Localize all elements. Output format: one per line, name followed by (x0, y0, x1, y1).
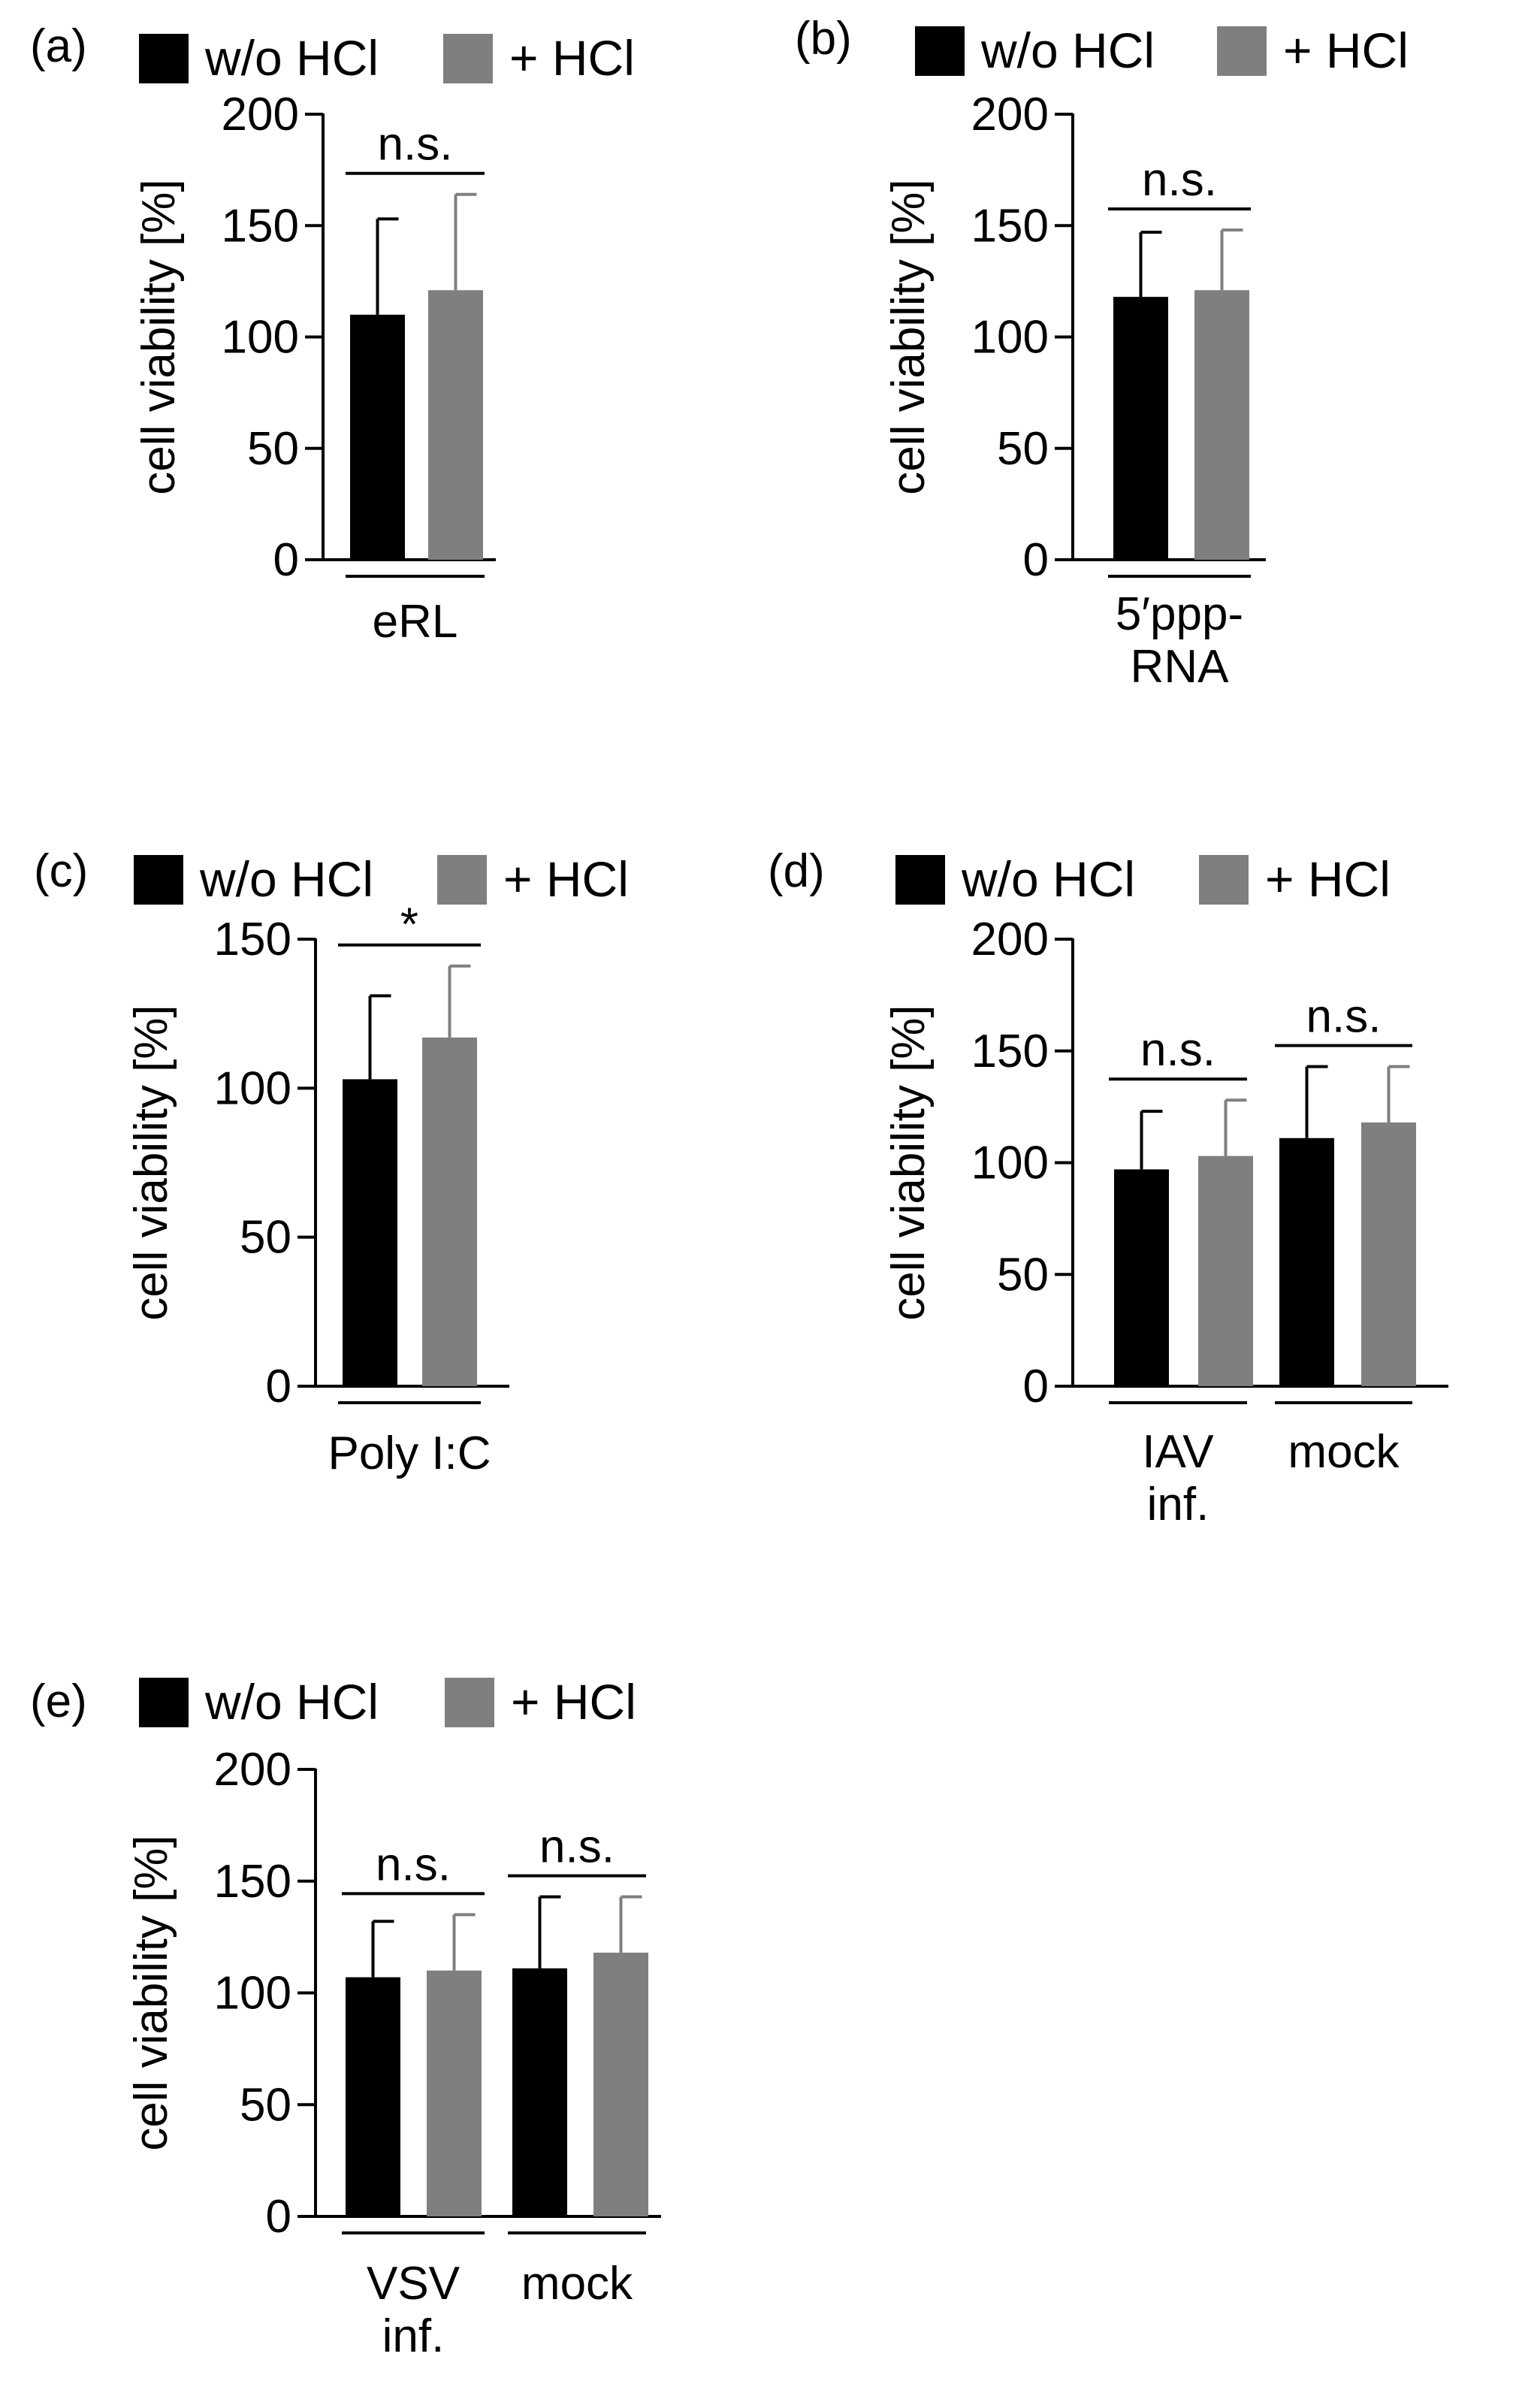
panel-label: (e) (30, 1675, 87, 1727)
significance-label: n.s. (1140, 1024, 1216, 1076)
bar-hcl (1198, 1156, 1253, 1386)
y-tick-label: 0 (1023, 534, 1049, 586)
panel-label: (a) (30, 20, 87, 72)
y-tick-label: 50 (247, 423, 299, 475)
significance-label: n.s. (539, 1821, 615, 1873)
chart-panel-c: (c) w/o HCl + HCl cell viability [%] 0 50 100 1… (34, 845, 629, 1479)
y-tick-label: 50 (240, 1212, 291, 1264)
y-tick-label: 0 (266, 1361, 291, 1412)
legend-label: w/o HCl (199, 851, 373, 907)
legend-swatch (139, 1678, 189, 1727)
y-tick-label: 200 (971, 914, 1049, 965)
panel-label: (d) (768, 845, 825, 897)
chart-panel-a: (a) w/o HCl + HCl cell viability [%] 0 50 100 1… (30, 20, 635, 648)
y-tick-label: 150 (971, 1026, 1049, 1077)
category-label: RNA (1131, 641, 1230, 693)
y-tick-label: 50 (240, 2079, 291, 2131)
y-axis-title: cell viability [%] (883, 179, 935, 494)
category-label: mock (1288, 1426, 1400, 1478)
category-label: Poly I:C (328, 1428, 491, 1479)
bar-hcl (1361, 1122, 1416, 1386)
legend-label: w/o HCl (204, 1674, 379, 1730)
bar-hcl (428, 290, 483, 560)
category-label: mock (521, 2258, 633, 2310)
legend-swatch (1199, 855, 1249, 905)
y-tick-label: 100 (971, 1138, 1049, 1189)
legend-swatch (437, 855, 487, 905)
significance-label: n.s. (1306, 991, 1382, 1043)
legend-label: + HCl (509, 30, 635, 86)
y-tick-label: 150 (222, 200, 299, 252)
panel-label: (c) (34, 845, 88, 897)
bar-hcl (1194, 290, 1249, 560)
legend-swatch (1217, 26, 1267, 76)
bar-wo-hcl (1114, 1169, 1169, 1386)
category-label: VSV (367, 2258, 461, 2310)
y-tick-label: 0 (1023, 1361, 1049, 1412)
bar-wo-hcl (1279, 1138, 1334, 1386)
y-tick-label: 100 (222, 312, 299, 364)
legend-swatch (895, 855, 945, 905)
bar-hcl (422, 1037, 477, 1386)
legend-label: w/o HCl (204, 30, 379, 86)
bar-wo-hcl (1113, 297, 1168, 560)
y-tick-label: 200 (214, 1744, 291, 1796)
category-label: 5′ppp- (1116, 588, 1243, 640)
legend-label: + HCl (1283, 23, 1409, 78)
y-tick-label: 0 (273, 534, 299, 586)
bar-wo-hcl (512, 1968, 567, 2216)
y-tick-label: 0 (266, 2191, 291, 2243)
chart-panel-d: (d) w/o HCl + HCl cell viability [%] 0 50 100 1… (768, 845, 1448, 1530)
legend-swatch (915, 26, 965, 76)
legend-swatch (139, 34, 189, 83)
y-tick-label: 50 (997, 1249, 1049, 1301)
legend-label: + HCl (511, 1674, 636, 1730)
category-label: inf. (382, 2310, 445, 2362)
y-tick-label: 150 (971, 200, 1049, 252)
bar-wo-hcl (350, 314, 405, 560)
y-axis-title: cell viability [%] (883, 1005, 935, 1320)
chart-panel-e: (e) w/o HCl + HCl cell viability [%] 0 50 100 1… (30, 1674, 661, 2362)
bar-wo-hcl (346, 1977, 400, 2216)
category-label: eRL (373, 596, 458, 648)
y-tick-label: 150 (214, 1856, 291, 1908)
bar-wo-hcl (343, 1079, 397, 1386)
y-axis-title: cell viability [%] (133, 179, 185, 494)
legend-swatch (134, 855, 183, 905)
significance-label: n.s. (378, 119, 453, 171)
y-tick-label: 50 (997, 423, 1049, 475)
y-tick-label: 200 (971, 89, 1049, 140)
y-tick-label: 100 (971, 312, 1049, 364)
category-label: IAV (1142, 1426, 1214, 1478)
legend-label: w/o HCl (961, 851, 1135, 907)
significance-label: n.s. (376, 1838, 451, 1890)
legend-label: + HCl (1265, 851, 1391, 907)
bar-hcl (427, 1970, 482, 2216)
legend-swatch (443, 34, 493, 83)
category-label: inf. (1147, 1479, 1209, 1530)
legend-label: w/o HCl (980, 23, 1155, 78)
y-tick-label: 150 (214, 914, 291, 965)
y-axis-title: cell viability [%] (125, 1835, 177, 2150)
y-tick-label: 100 (214, 1968, 291, 2020)
panel-label: (b) (795, 13, 852, 65)
bar-hcl (593, 1952, 648, 2216)
y-tick-label: 200 (222, 89, 299, 140)
y-tick-label: 100 (214, 1062, 291, 1114)
legend-label: + HCl (503, 851, 629, 907)
significance-label: n.s. (1142, 154, 1217, 206)
chart-panel-b: (b) w/o HCl + HCl cell viability [%] 0 50 100 1… (795, 13, 1409, 693)
significance-label: * (400, 899, 418, 951)
legend-swatch (445, 1678, 494, 1727)
y-axis-title: cell viability [%] (125, 1005, 177, 1320)
